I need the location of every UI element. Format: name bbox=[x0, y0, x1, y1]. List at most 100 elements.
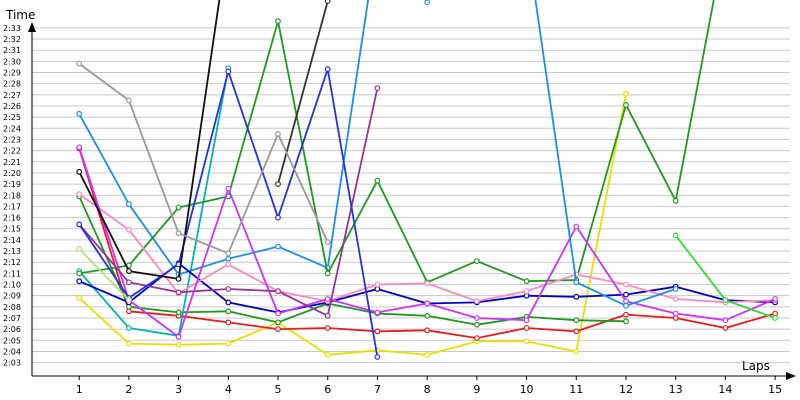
y-tick-label: 2:27 bbox=[3, 91, 21, 100]
y-tick-label: 2:33 bbox=[3, 24, 21, 33]
y-axis-title: Time bbox=[5, 8, 35, 22]
data-point bbox=[125, 340, 132, 347]
series-7 bbox=[76, 0, 715, 286]
series-17 bbox=[672, 232, 778, 321]
y-tick-label: 2:18 bbox=[3, 191, 21, 200]
data-point bbox=[474, 258, 480, 265]
y-tick-label: 2:22 bbox=[3, 147, 21, 156]
y-tick-label: 2:30 bbox=[3, 57, 21, 66]
x-tick-label: 11 bbox=[569, 383, 583, 396]
axes bbox=[28, 22, 796, 380]
data-point bbox=[225, 308, 232, 315]
data-point bbox=[275, 310, 281, 317]
data-point bbox=[125, 268, 132, 275]
series-16 bbox=[534, 0, 679, 309]
data-point bbox=[474, 321, 480, 328]
data-point bbox=[374, 309, 381, 316]
y-tick-label: 2:12 bbox=[3, 258, 21, 267]
y-tick-label: 2:08 bbox=[3, 303, 21, 312]
data-point bbox=[225, 68, 232, 75]
data-point bbox=[424, 327, 431, 334]
y-tick-label: 2:29 bbox=[3, 69, 21, 78]
y-tick-label: 2:03 bbox=[3, 359, 21, 368]
y-tick-label: 2:21 bbox=[3, 158, 21, 167]
series-9 bbox=[76, 144, 778, 340]
series-10 bbox=[76, 85, 381, 319]
data-point bbox=[573, 348, 580, 355]
data-point bbox=[374, 85, 381, 91]
data-point bbox=[573, 317, 580, 324]
data-point bbox=[275, 18, 281, 25]
data-point bbox=[175, 289, 182, 296]
data-point bbox=[76, 168, 83, 175]
y-tick-label: 2:16 bbox=[3, 214, 21, 223]
x-tick-label: 8 bbox=[424, 383, 431, 396]
series-5 bbox=[76, 0, 370, 278]
x-tick-label: 5 bbox=[275, 383, 282, 396]
x-tick-label: 6 bbox=[324, 383, 331, 396]
y-tick-label: 2:15 bbox=[3, 225, 21, 234]
data-point bbox=[175, 204, 182, 211]
x-tick-label: 4 bbox=[225, 383, 232, 396]
x-tick-label: 9 bbox=[473, 383, 480, 396]
data-point bbox=[225, 255, 232, 262]
y-tick-label: 2:25 bbox=[3, 113, 21, 122]
data-point bbox=[324, 312, 331, 319]
x-tick-label: 10 bbox=[520, 383, 534, 396]
data-point bbox=[125, 279, 132, 286]
series-line bbox=[78, 93, 627, 356]
series-lines bbox=[76, 0, 778, 360]
data-point bbox=[672, 296, 679, 302]
data-point bbox=[175, 309, 182, 316]
y-tick-label: 2:24 bbox=[3, 124, 21, 133]
data-point bbox=[424, 351, 431, 358]
y-tick-label: 2:20 bbox=[3, 169, 21, 178]
data-point bbox=[125, 97, 132, 104]
data-point bbox=[623, 311, 629, 318]
y-tick-label: 2:11 bbox=[3, 269, 21, 278]
data-point bbox=[623, 90, 629, 97]
data-point bbox=[523, 317, 530, 324]
data-point bbox=[374, 281, 381, 288]
data-point bbox=[275, 288, 281, 295]
y-tick-label: 2:31 bbox=[3, 46, 21, 55]
data-point bbox=[672, 286, 679, 292]
data-point bbox=[225, 261, 232, 268]
data-point bbox=[76, 60, 83, 67]
data-point bbox=[225, 340, 232, 347]
data-point bbox=[275, 326, 281, 333]
x-tick-label: 13 bbox=[669, 383, 683, 396]
data-point bbox=[374, 328, 381, 335]
data-point bbox=[76, 270, 83, 277]
data-point bbox=[672, 310, 679, 317]
data-point bbox=[76, 221, 83, 228]
data-point bbox=[76, 278, 83, 285]
data-point bbox=[275, 319, 281, 326]
data-point bbox=[324, 296, 331, 302]
series-line bbox=[78, 62, 329, 255]
data-point bbox=[573, 223, 580, 230]
x-axis-arrow bbox=[786, 372, 796, 380]
x-tick-label: 14 bbox=[718, 383, 732, 396]
data-point bbox=[573, 279, 580, 286]
x-tick-labels: 1 2 3 4 5 6 7 8 9 10 11 12 13 14 15 bbox=[76, 376, 782, 396]
data-point bbox=[225, 286, 232, 292]
data-point bbox=[623, 291, 629, 298]
data-point bbox=[722, 317, 729, 324]
series-line bbox=[78, 196, 627, 326]
y-tick-label: 2:14 bbox=[3, 236, 21, 245]
data-point bbox=[523, 325, 530, 331]
x-tick-label: 12 bbox=[619, 383, 633, 396]
gridlines bbox=[32, 27, 790, 364]
data-point bbox=[76, 144, 83, 151]
data-point bbox=[125, 297, 132, 304]
x-tick-label: 1 bbox=[76, 383, 83, 396]
y-tick-label: 2:09 bbox=[3, 292, 21, 301]
data-point bbox=[225, 319, 232, 326]
y-tick-labels: 2:03 2:04 2:05 2:06 2:07 2:08 2:09 2:10 2:11 2:12… bbox=[3, 24, 21, 368]
data-point bbox=[125, 226, 132, 233]
data-point bbox=[225, 250, 232, 257]
x-tick-label: 3 bbox=[175, 383, 182, 396]
data-point bbox=[225, 299, 232, 306]
